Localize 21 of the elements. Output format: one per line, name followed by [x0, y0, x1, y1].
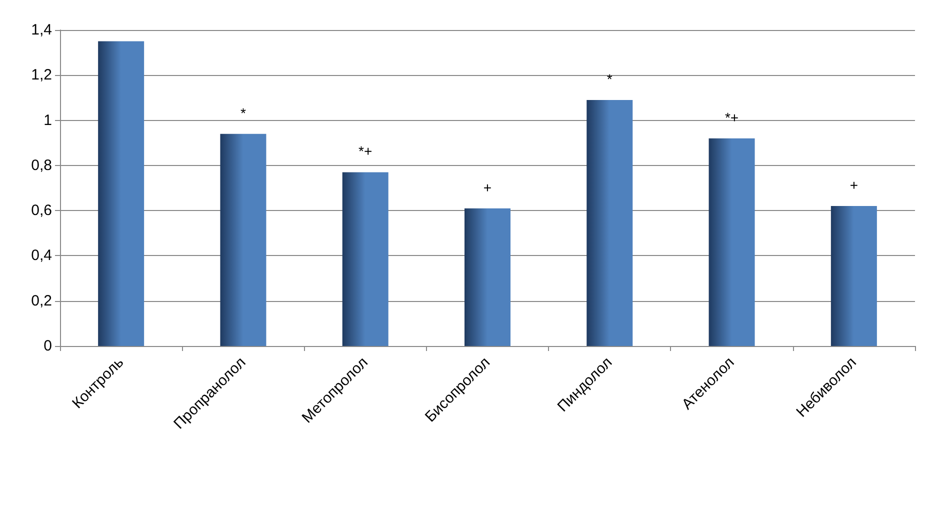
annotation: * [606, 70, 613, 87]
y-tick-label: 0,8 [31, 156, 52, 174]
bar [464, 208, 510, 346]
bar [830, 206, 877, 346]
y-tick-label: 0,6 [31, 202, 52, 220]
bar [220, 134, 266, 346]
bar [708, 138, 755, 346]
y-tick-label: 1 [44, 112, 52, 129]
bar [586, 100, 633, 346]
bar [98, 41, 144, 346]
annotation: + [850, 177, 858, 194]
y-tick-label: 1,4 [31, 22, 52, 38]
y-tick-label: 1,2 [31, 66, 52, 84]
annotation: * [240, 104, 246, 121]
annotation: *+ [358, 143, 372, 160]
y-tick-label: 0 [44, 338, 52, 354]
annotation: + [483, 179, 492, 196]
bar [342, 172, 388, 346]
y-tick-label: 0,4 [31, 247, 52, 264]
annotation: *+ [724, 109, 739, 126]
y-tick-label: 0,2 [31, 292, 52, 310]
